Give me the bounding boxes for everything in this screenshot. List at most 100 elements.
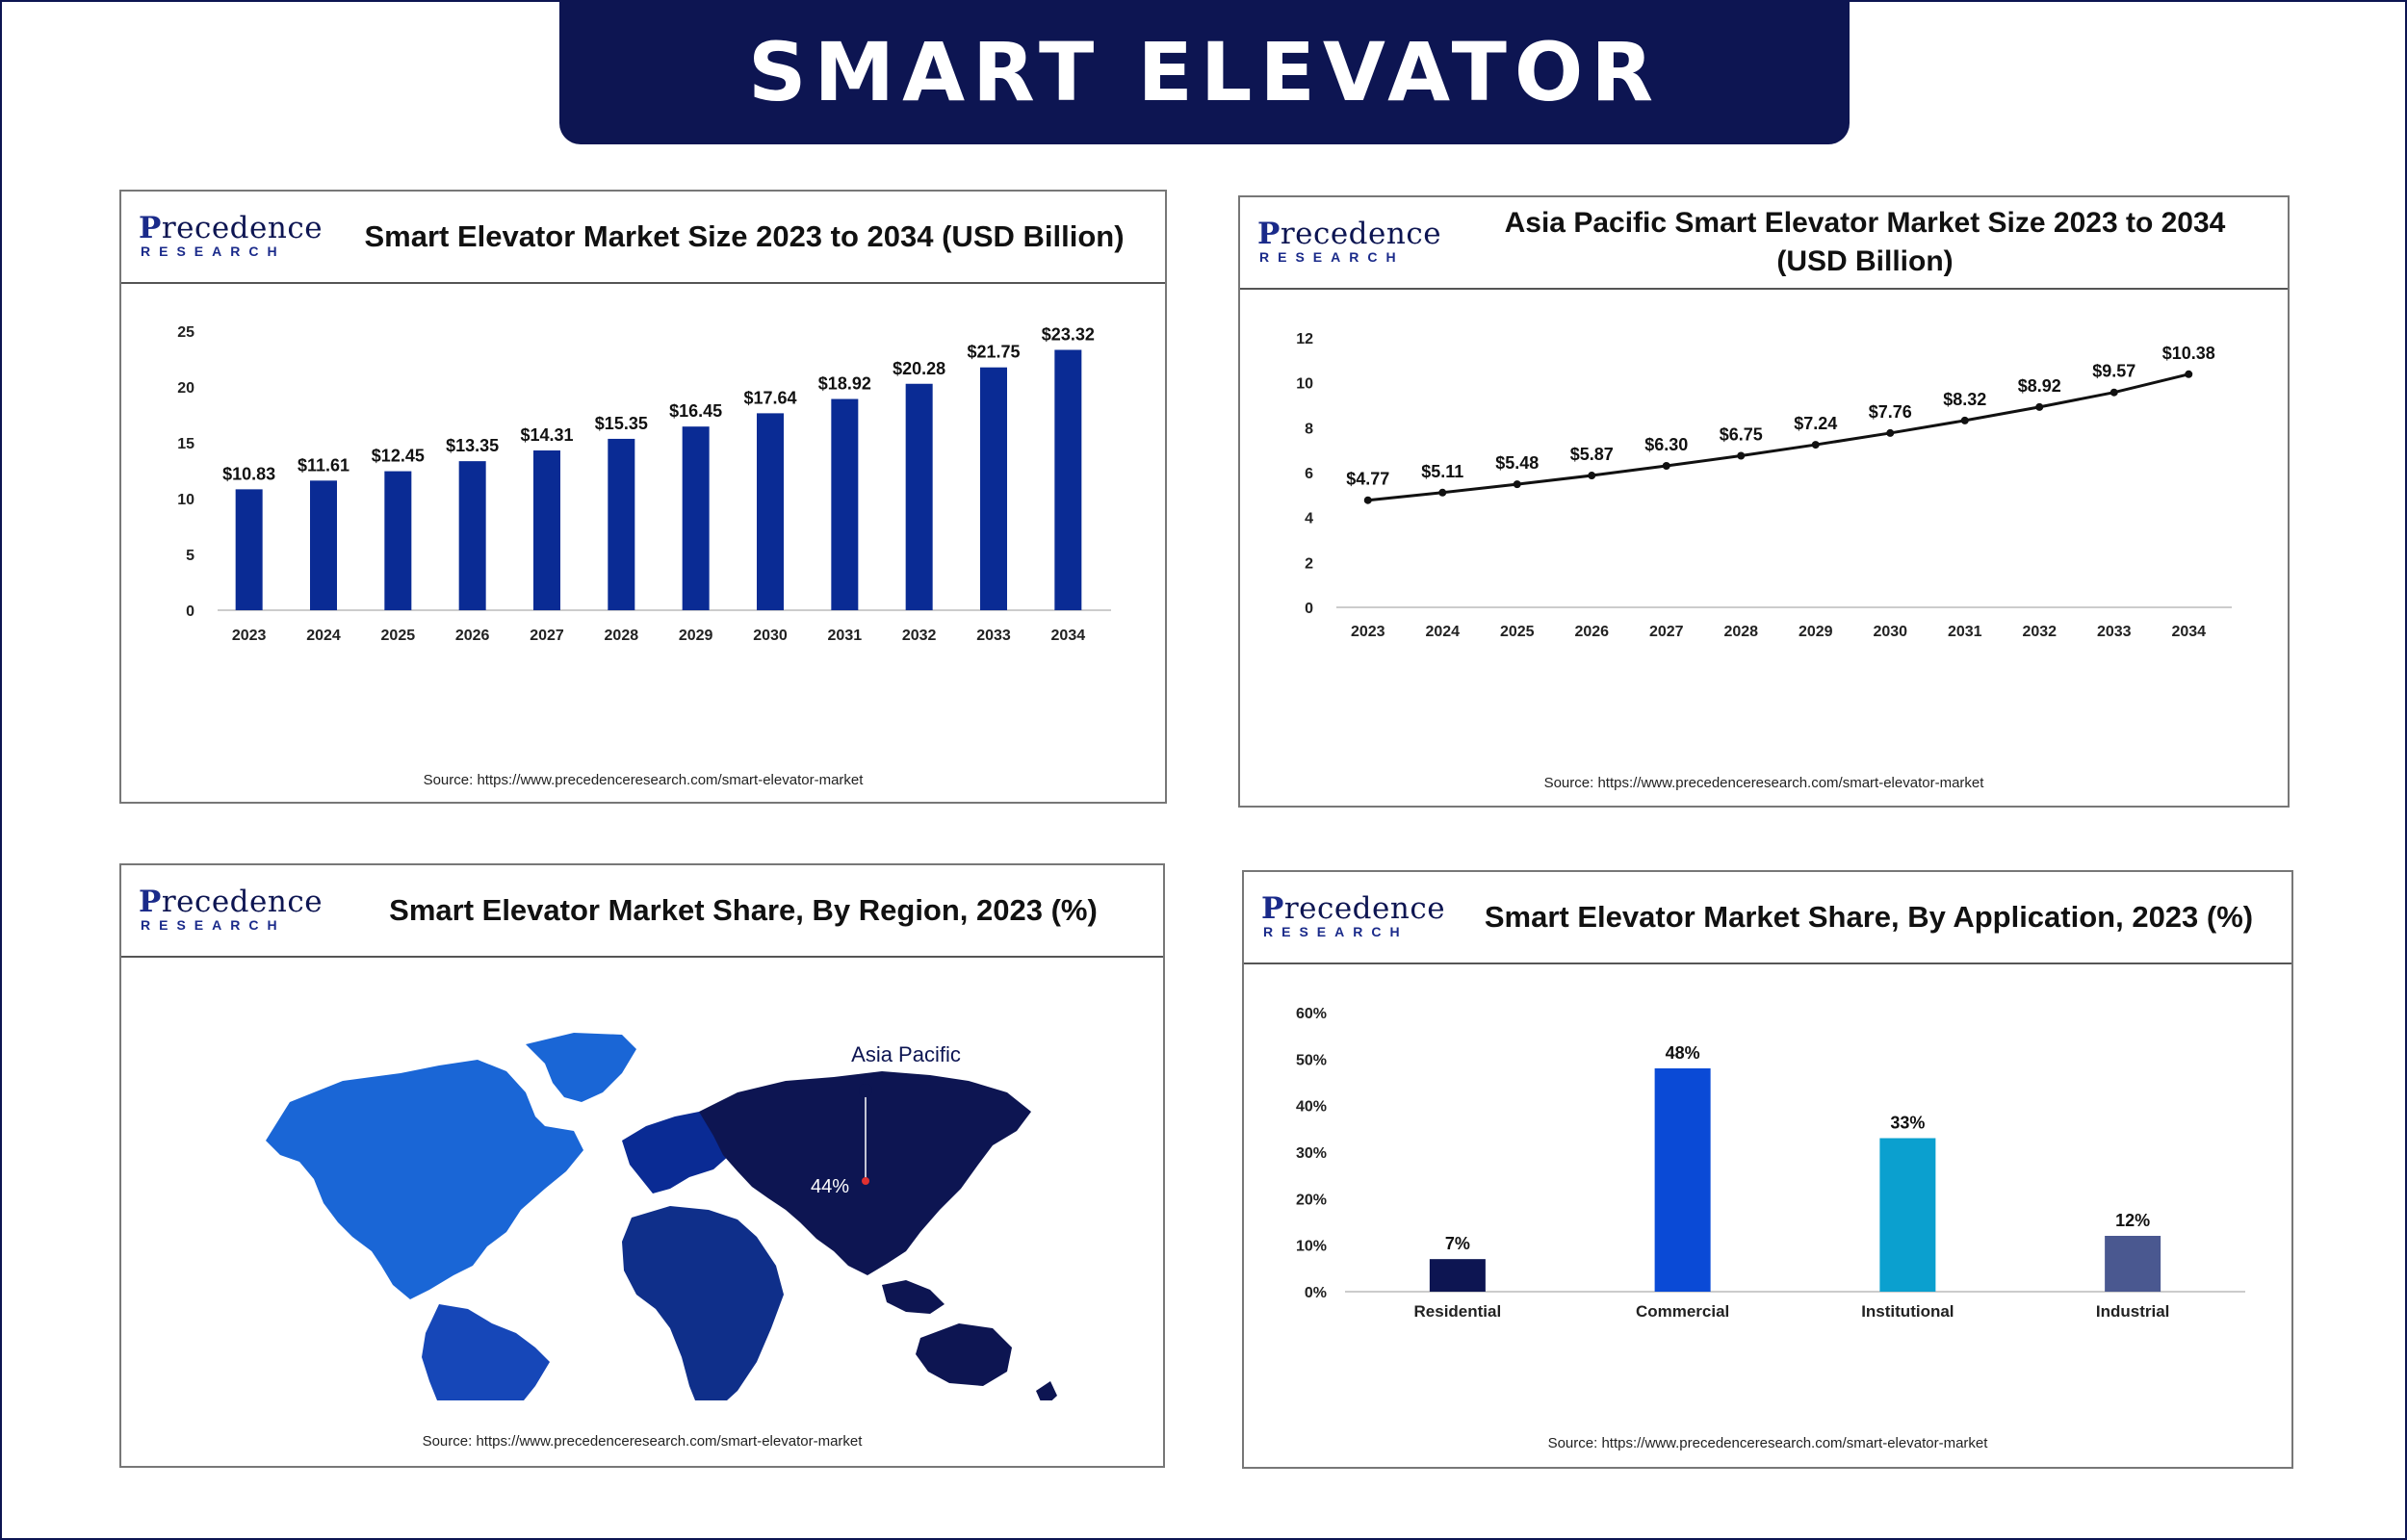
bar — [533, 450, 560, 610]
x-tick-label: 2031 — [1948, 624, 1982, 640]
data-label: $8.92 — [2018, 376, 2061, 396]
source-text: Source: https://www.precedenceresearch.c… — [423, 772, 864, 788]
bar — [458, 461, 486, 610]
panel-header: Precedence RESEARCH Smart Elevator Marke… — [121, 865, 1163, 958]
data-label: 48% — [1666, 1043, 1700, 1063]
x-tick-label: 2026 — [1574, 624, 1609, 640]
panel-header: Precedence RESEARCH Smart Elevator Marke… — [121, 192, 1165, 284]
x-tick-label: 2030 — [753, 628, 788, 644]
x-tick-label: 2028 — [1723, 624, 1758, 640]
data-label: $12.45 — [372, 447, 425, 466]
data-label: $17.64 — [743, 388, 796, 407]
bar — [2105, 1236, 2161, 1292]
x-tick-label: 2033 — [976, 628, 1011, 644]
precedence-research-logo: Precedence RESEARCH — [1261, 891, 1446, 939]
data-label: $13.35 — [446, 436, 499, 455]
source-text: Source: https://www.precedenceresearch.c… — [1543, 775, 1984, 791]
x-tick-label: 2032 — [2022, 624, 2057, 640]
y-tick-label: 12 — [1296, 331, 1313, 347]
x-tick-label: Commercial — [1636, 1302, 1729, 1321]
data-label: $9.57 — [2092, 362, 2135, 381]
data-label: $7.24 — [1794, 414, 1837, 433]
x-tick-label: 2024 — [306, 628, 341, 644]
market-size-panel: Precedence RESEARCH Smart Elevator Marke… — [119, 190, 1167, 804]
panel-header: Precedence RESEARCH Smart Elevator Marke… — [1244, 872, 2291, 964]
bar — [905, 383, 933, 610]
data-label: $16.45 — [669, 401, 722, 421]
x-tick-label: 2024 — [1425, 624, 1460, 640]
data-point — [2109, 388, 2118, 397]
x-tick-label: 2026 — [455, 628, 490, 644]
y-tick-label: 20 — [177, 380, 194, 397]
x-tick-label: 2025 — [1500, 624, 1535, 640]
data-label: $6.30 — [1644, 435, 1688, 454]
application-bar-chart: 0% 10% 20% 30% 40% 50% 60% 7% Residential 48% Comm… — [1296, 1006, 2245, 1321]
data-point — [2185, 370, 2193, 378]
x-tick-label: 2023 — [232, 628, 267, 644]
precedence-research-logo: Precedence RESEARCH — [139, 211, 324, 259]
bar — [1429, 1259, 1486, 1292]
y-tick-label: 15 — [177, 436, 194, 452]
data-point — [1438, 488, 1447, 497]
data-label: $7.76 — [1869, 402, 1912, 422]
y-tick-label: 30% — [1296, 1145, 1327, 1162]
y-tick-label: 20% — [1296, 1192, 1327, 1208]
data-label: $11.61 — [298, 455, 349, 475]
y-tick-label: 10 — [177, 492, 194, 508]
x-tick-label: 2028 — [605, 628, 639, 644]
bar — [1879, 1138, 1936, 1292]
source-text: Source: https://www.precedenceresearch.c… — [422, 1433, 863, 1450]
panel-header: Precedence RESEARCH Asia Pacific Smart E… — [1240, 197, 2288, 290]
x-tick-label: 2023 — [1351, 624, 1385, 640]
south-america-shape — [422, 1304, 550, 1400]
data-label: $18.92 — [818, 374, 871, 394]
x-tick-label: 2030 — [1873, 624, 1907, 640]
y-tick-label: 6 — [1305, 466, 1313, 482]
x-tick-label: 2025 — [381, 628, 416, 644]
asia-pacific-panel: Precedence RESEARCH Asia Pacific Smart E… — [1238, 195, 2290, 808]
data-point — [1588, 472, 1596, 480]
bar — [757, 413, 784, 610]
greenland-shape — [526, 1033, 636, 1102]
bar — [831, 398, 859, 610]
data-point — [1737, 451, 1746, 460]
data-point — [1886, 428, 1895, 437]
data-label: $6.75 — [1720, 425, 1763, 445]
y-tick-label: 10 — [1296, 376, 1313, 393]
southeast-asia-shape — [882, 1280, 945, 1314]
y-tick-label: 50% — [1296, 1052, 1327, 1068]
data-label: $4.77 — [1346, 470, 1389, 489]
bar — [1054, 349, 1082, 610]
data-label: $15.35 — [595, 414, 648, 433]
data-label: 7% — [1445, 1234, 1470, 1253]
x-tick-label: 2032 — [902, 628, 937, 644]
x-tick-label: 2029 — [1799, 624, 1833, 640]
data-point — [2035, 402, 2044, 411]
australia-shape — [916, 1323, 1012, 1386]
world-map: Asia Pacific 44% — [266, 1033, 1057, 1400]
x-tick-label: 2027 — [1649, 624, 1684, 640]
y-tick-label: 40% — [1296, 1099, 1327, 1116]
region-label: Asia Pacific — [851, 1042, 961, 1066]
panel-title: Smart Elevator Market Share, By Applicat… — [1484, 900, 2254, 934]
market-size-bar-chart: 0510152025$10.832023$11.612024$12.452025… — [177, 324, 1111, 644]
x-tick-label: 2033 — [2097, 624, 2132, 640]
x-tick-label: 2034 — [2171, 624, 2206, 640]
new-zealand-shape — [1036, 1381, 1057, 1400]
bar — [310, 480, 337, 610]
bar — [980, 367, 1007, 610]
x-tick-label: 2029 — [679, 628, 713, 644]
data-label: $5.11 — [1421, 462, 1463, 481]
y-tick-label: 10% — [1296, 1239, 1327, 1255]
bar — [235, 489, 263, 610]
data-label: $20.28 — [893, 359, 945, 378]
bar — [1654, 1068, 1711, 1292]
data-label: $10.83 — [222, 464, 275, 483]
data-label: $8.32 — [1943, 390, 1986, 409]
region-value: 44% — [811, 1176, 849, 1197]
north-america-shape — [266, 1060, 583, 1299]
y-tick-label: 2 — [1305, 555, 1313, 572]
page-title: SMART ELEVATOR MARKET — [559, 0, 1850, 264]
data-label: $5.87 — [1570, 445, 1614, 464]
europe-shape — [622, 1112, 738, 1194]
